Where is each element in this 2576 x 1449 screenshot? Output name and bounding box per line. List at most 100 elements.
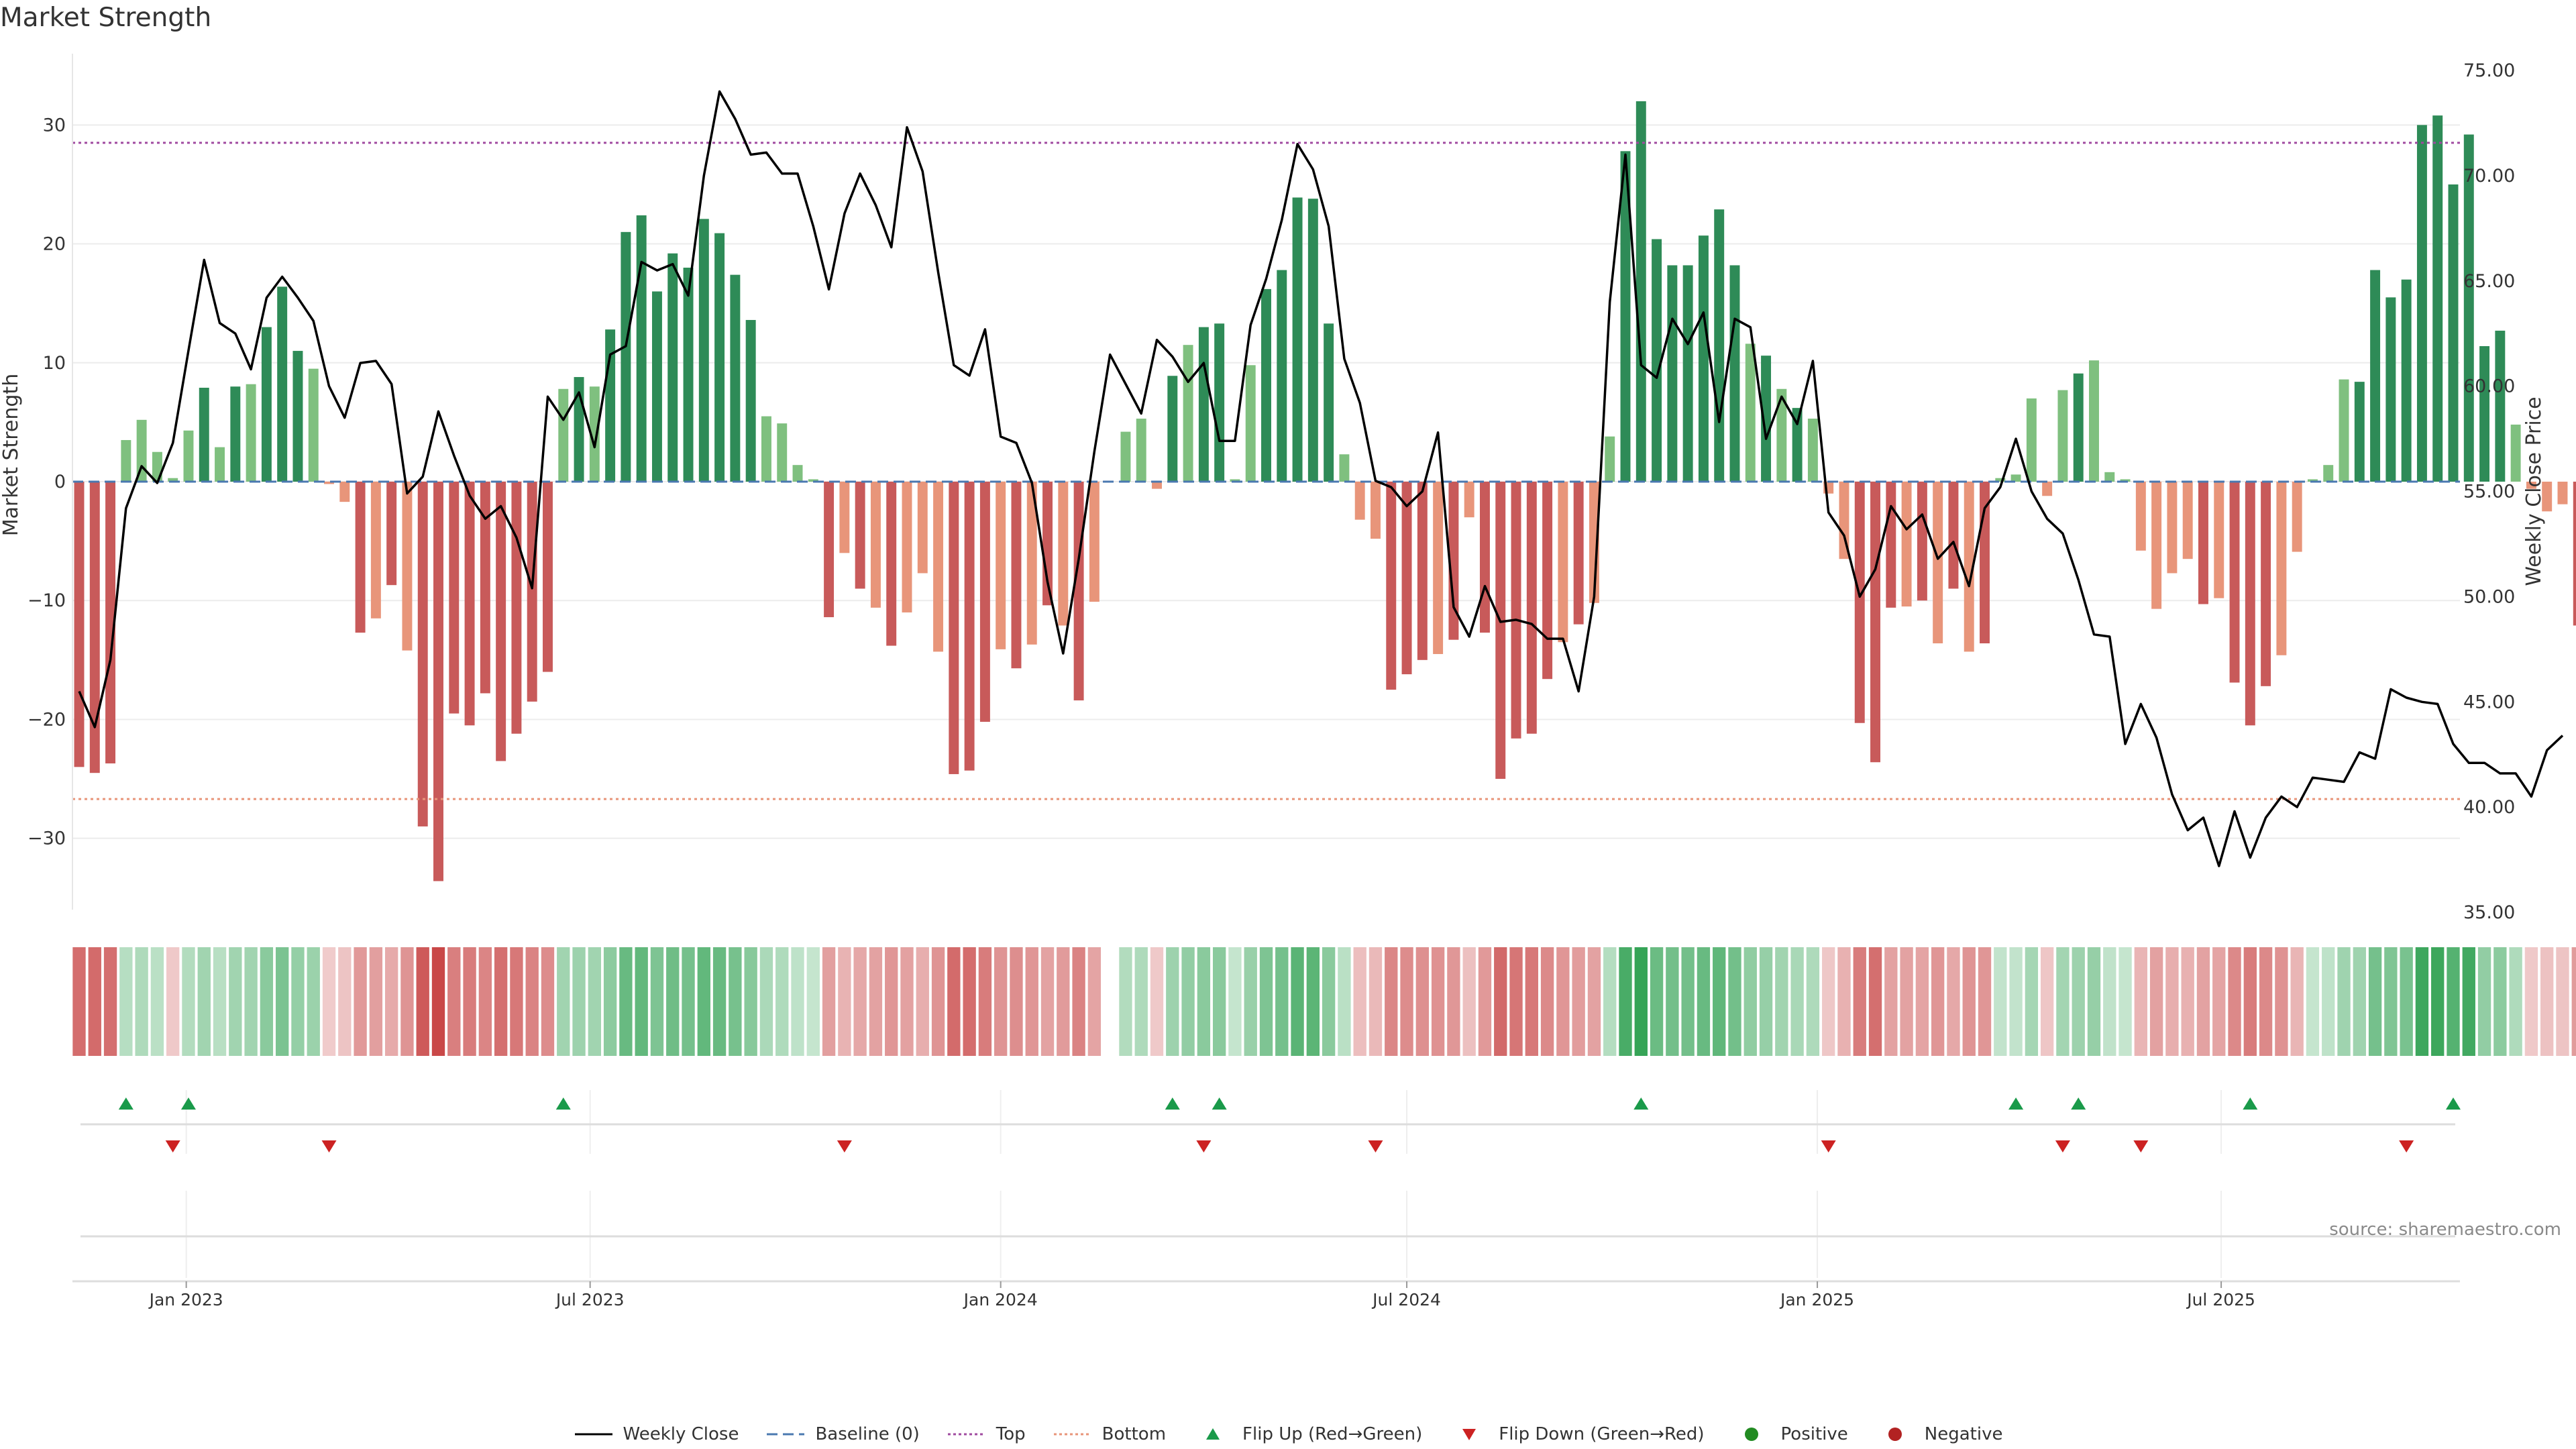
heat-cell [1478,947,1492,1056]
strength-bar [1807,419,1818,482]
y2-tick-label: 70.00 [2463,166,2515,186]
heat-cell [1728,947,1741,1056]
heat-cell [1915,947,1929,1056]
heat-cell [2259,947,2273,1056]
heat-cell [1010,947,1023,1056]
x-tick-label: Jul 2023 [555,1290,625,1309]
heat-cell [619,947,633,1056]
flip-down-marker [1368,1140,1383,1152]
strength-bar [1089,482,1099,602]
heat-cell [1275,947,1289,1056]
strength-bar [2526,482,2536,489]
strength-bar [1433,482,1444,654]
strength-bar [1152,482,1162,489]
heat-cell [150,947,164,1056]
heat-cell [1166,947,1179,1056]
heat-cell [338,947,352,1056]
legend-label-weekly-close: Weekly Close [623,1424,739,1444]
strength-bar [2339,379,2349,482]
x-axis: Jan 2023 Jul 2023 Jan 2024 Jul 2024 Jan 2025… [72,1280,2460,1309]
heat-cell [635,947,648,1056]
heat-cell [2368,947,2382,1056]
strength-bar [1277,270,1287,482]
heat-cell [2056,947,2070,1056]
heat-cell [916,947,929,1056]
strength-bar [933,482,944,652]
heat-cell [384,947,398,1056]
legend-item-weekly-close: Weekly Close [574,1424,739,1444]
x-tick-label: Jul 2024 [1371,1290,1441,1309]
y-tick-label: 20 [43,234,66,255]
x-tick-label: Jul 2025 [2186,1290,2255,1309]
x-tick-label: Jan 2024 [963,1290,1038,1309]
strength-bar [698,219,709,482]
strength-bar [870,482,881,608]
flip-down-marker [321,1140,337,1152]
y2-tick-label: 50.00 [2463,586,2515,607]
heat-cell [2431,947,2445,1056]
heat-cell [572,947,586,1056]
strength-bar [589,386,600,482]
heat-cell [1087,947,1102,1056]
strength-bar [1745,343,1756,482]
strength-bar [792,465,803,482]
dot-icon [1888,1428,1902,1441]
strength-bar [1964,482,1974,652]
heat-cell [557,947,570,1056]
flip-down-marker [837,1140,852,1152]
strength-bar [730,274,741,482]
y-tick-label: 10 [43,353,66,374]
heat-cell [822,947,836,1056]
strength-bar [714,233,725,482]
x-tick-label: Jan 2025 [1779,1290,1854,1309]
heat-cell [463,947,476,1056]
heat-cell [2415,947,2429,1056]
heat-cell [416,947,429,1056]
strength-bar [1464,482,1474,518]
strength-bar [917,482,928,574]
strength-bar [1011,482,1022,669]
heat-cell [103,947,117,1056]
strength-bar [370,482,381,619]
strength-bar [1948,482,1959,589]
heat-cell [1650,947,1664,1056]
heat-cell [682,947,695,1056]
heat-cell [2103,947,2116,1056]
y2-axis-label: Weekly Close Price [2522,396,2546,586]
heat-cell [1853,947,1866,1056]
strength-bar [2557,482,2568,504]
strength-bar [2057,390,2068,482]
weekly-close-line [78,90,2564,867]
heat-cell [525,947,539,1056]
heat-cell [2353,947,2366,1056]
legend-item-bottom: Bottom [1053,1424,1166,1444]
strength-bar [1214,323,1225,482]
heat-cell [1040,947,1055,1056]
legend-item-flip-down: Flip Down (Green→Red) [1449,1424,1705,1444]
legend-item-flip-up: Flip Up (Red→Green) [1193,1424,1422,1444]
strength-bar [1511,482,1521,739]
heat-cell [2556,947,2569,1056]
heat-cell [1212,947,1226,1056]
heat-cell [1884,947,1898,1056]
y2-tick-label: 55.00 [2463,482,2515,502]
strength-heat-strip [72,947,2576,1056]
y-tick-label: −20 [28,709,66,730]
heat-cell [1540,947,1554,1056]
heat-cell [853,947,867,1056]
heat-cell [2275,947,2288,1056]
heat-cell [588,947,602,1056]
strength-bar [1339,454,1350,482]
strength-bar [1526,482,1537,734]
strength-bar [855,482,865,589]
strength-bar [777,423,788,482]
weekly-close-series [78,90,2564,867]
axes: 30 20 10 0 −10 −20 −30 Market Strength 75.00 70.0… [0,54,2546,923]
heat-cell [88,947,101,1056]
flip-down-marker [165,1140,180,1152]
heat-cell [2477,947,2491,1056]
strength-bar [2151,482,2162,609]
strength-bar [2354,382,2365,482]
strength-bar [2573,482,2576,626]
strength-bar [136,419,147,482]
